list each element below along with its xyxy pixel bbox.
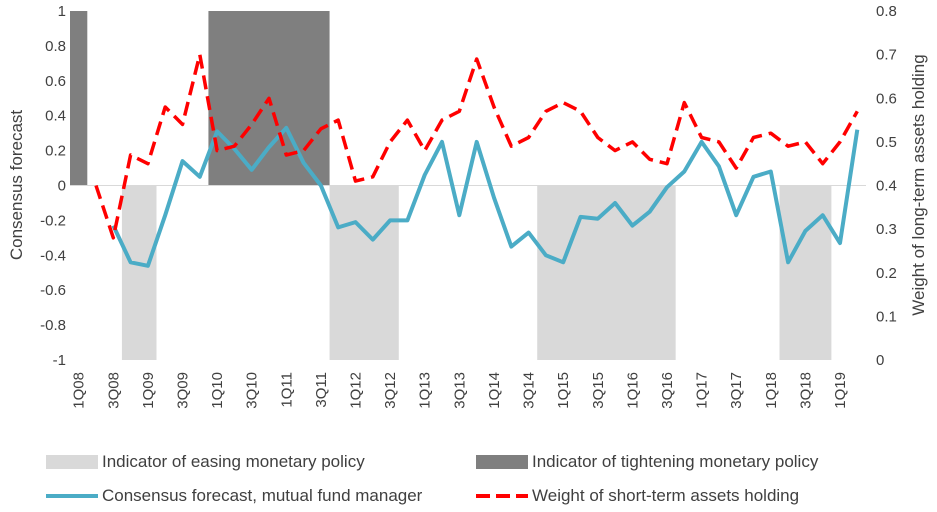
legend-item-easing: Indicator of easing monetary policy <box>46 452 365 472</box>
y2-tick-label: 0.1 <box>876 308 897 325</box>
x-tick-label: 3Q15 <box>590 372 607 409</box>
y-tick-label: -0.2 <box>40 212 66 229</box>
short-term-weight-line <box>94 52 859 240</box>
x-axis-ticks: 1Q08 3Q08 1Q09 3Q09 1Q10 3Q10 1Q11 3Q11 1Q12 3Q12… <box>71 372 849 409</box>
y-tick-label: -0.6 <box>40 282 66 299</box>
x-tick-label: 3Q17 <box>728 372 745 409</box>
tightening-swatch <box>476 455 528 469</box>
y-tick-label: 0.4 <box>45 108 66 125</box>
legend-item-tightening: Indicator of tightening monetary policy <box>476 452 818 472</box>
series-group <box>94 52 860 268</box>
left-axis-ticks: 1 0.8 0.6 0.4 0.2 0 -0.2 -0.4 -0.6 -0.8 -1 <box>40 3 66 369</box>
easing-swatch <box>46 455 98 469</box>
legend-item-short-term: Weight of short-term assets holding <box>476 486 799 506</box>
x-tick-label: 1Q19 <box>832 372 849 409</box>
x-tick-label: 3Q09 <box>174 372 191 409</box>
y-tick-label: -0.8 <box>40 317 66 334</box>
easing-region <box>537 185 676 360</box>
legend-label-consensus: Consensus forecast, mutual fund manager <box>102 486 423 505</box>
chart-canvas: 10.80.60.40.20-0.2-0.4-0.6-0.8-1 0.80.70… <box>7 3 928 409</box>
y-tick-label: -1 <box>53 352 66 369</box>
consensus-forecast-line <box>111 125 860 268</box>
x-tick-label: 3Q14 <box>521 372 538 409</box>
x-tick-label: 1Q10 <box>209 372 226 409</box>
legend-item-consensus: Consensus forecast, mutual fund manager <box>46 486 422 506</box>
y-tick-label: -0.4 <box>40 247 66 264</box>
y2-tick-label: 0.2 <box>876 265 897 282</box>
x-tick-label: 3Q11 <box>313 372 330 408</box>
y-tick-label: 0.2 <box>45 143 66 160</box>
y-tick-label: 0 <box>58 178 66 195</box>
y2-tick-label: 0 <box>876 352 884 369</box>
x-tick-label: 1Q15 <box>555 372 572 409</box>
y-tick-label: 0.6 <box>45 73 66 90</box>
short-term-swatch <box>476 489 528 503</box>
y2-tick-label: 0.8 <box>876 3 897 20</box>
x-tick-label: 1Q08 <box>71 372 88 409</box>
y2-axis-title: Weight of long-term assets holding <box>909 54 928 315</box>
x-tick-label: 3Q16 <box>659 372 676 409</box>
x-tick-label: 3Q08 <box>105 372 122 409</box>
y2-tick-label: 0.3 <box>876 221 897 238</box>
legend-label-short-term: Weight of short-term assets holding <box>532 486 800 505</box>
easing-region <box>329 185 399 360</box>
x-tick-label: 3Q12 <box>382 372 399 409</box>
legend-label-tightening: Indicator of tightening monetary policy <box>532 452 819 471</box>
consensus-swatch <box>46 489 98 503</box>
x-tick-label: 1Q16 <box>624 372 641 409</box>
shaded-regions <box>70 11 832 360</box>
y-tick-label: 1 <box>58 3 66 20</box>
x-tick-label: 3Q18 <box>797 372 814 409</box>
legend-label-easing: Indicator of easing monetary policy <box>102 452 365 471</box>
y2-tick-label: 0.5 <box>876 134 897 151</box>
y2-tick-label: 0.6 <box>876 90 897 107</box>
y-tick-label: 0.8 <box>45 38 66 55</box>
x-tick-label: 1Q14 <box>486 372 503 409</box>
x-tick-label: 1Q11 <box>278 372 295 408</box>
easing-region <box>779 185 832 360</box>
x-tick-label: 1Q18 <box>763 372 780 409</box>
x-tick-label: 3Q13 <box>451 372 468 409</box>
x-tick-label: 3Q10 <box>244 372 261 409</box>
y-axis-title: Consensus forecast <box>7 110 26 261</box>
x-tick-label: 1Q13 <box>417 372 434 409</box>
legend: Indicator of easing monetary policy Indi… <box>0 446 937 512</box>
x-tick-label: 1Q17 <box>694 372 711 409</box>
easing-region <box>121 185 157 360</box>
right-axis-ticks: 0.8 0.7 0.6 0.5 0.4 0.3 0.2 0.1 0 <box>876 3 897 369</box>
y2-tick-label: 0.7 <box>876 47 897 64</box>
x-tick-label: 1Q12 <box>348 372 365 409</box>
y2-tick-label: 0.4 <box>876 178 897 195</box>
tightening-region <box>70 11 88 186</box>
x-tick-label: 1Q09 <box>140 372 157 409</box>
